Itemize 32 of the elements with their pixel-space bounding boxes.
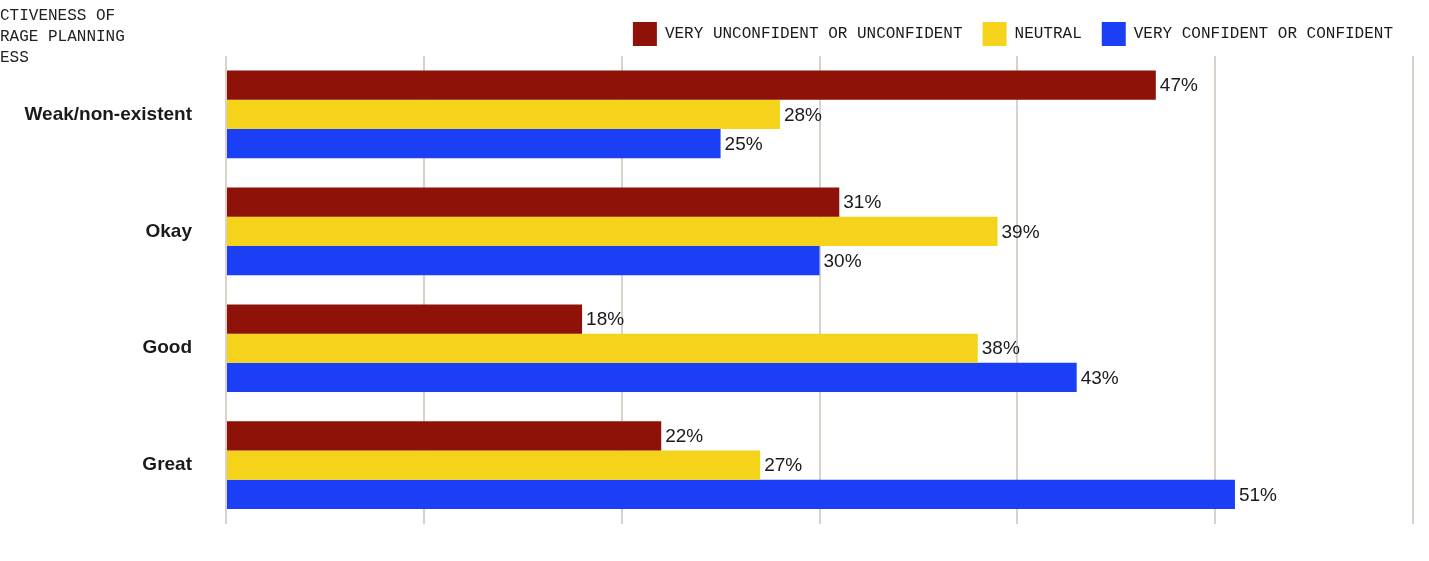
y-tick-label: Weak/non-existent <box>24 102 193 124</box>
data-label: 22% <box>665 425 704 447</box>
bar <box>227 99 780 130</box>
data-label: 27% <box>764 454 803 476</box>
y-tick-label: Good <box>142 336 192 358</box>
bar <box>227 362 1077 393</box>
data-label: 39% <box>1001 220 1040 242</box>
y-tick-label: Great <box>142 453 193 475</box>
data-label: 18% <box>586 308 625 330</box>
data-label: 43% <box>1080 366 1119 388</box>
y-axis-title: CTIVENESS OF RAGE PLANNING ESS <box>0 6 125 69</box>
bar <box>227 421 662 451</box>
data-label: 38% <box>981 337 1020 359</box>
legend-label: VERY UNCONFIDENT OR UNCONFIDENT <box>664 25 963 44</box>
data-label: 28% <box>783 103 823 125</box>
bar <box>227 450 761 480</box>
data-label: 30% <box>823 249 862 271</box>
legend-label: VERY CONFIDENT OR CONFIDENT <box>1133 25 1394 44</box>
data-label: 47% <box>1159 74 1198 96</box>
data-label: 25% <box>724 132 763 154</box>
data-label: 51% <box>1238 483 1278 505</box>
bar <box>227 304 583 334</box>
bar <box>227 333 978 363</box>
bar <box>227 129 721 159</box>
bar <box>227 187 840 217</box>
data-label: 31% <box>843 191 882 213</box>
bar <box>227 216 998 246</box>
y-tick-label: Okay <box>145 219 193 241</box>
bar <box>227 479 1235 509</box>
bar <box>227 245 820 276</box>
bar <box>227 70 1156 100</box>
legend-label: NEUTRAL <box>1014 25 1082 44</box>
